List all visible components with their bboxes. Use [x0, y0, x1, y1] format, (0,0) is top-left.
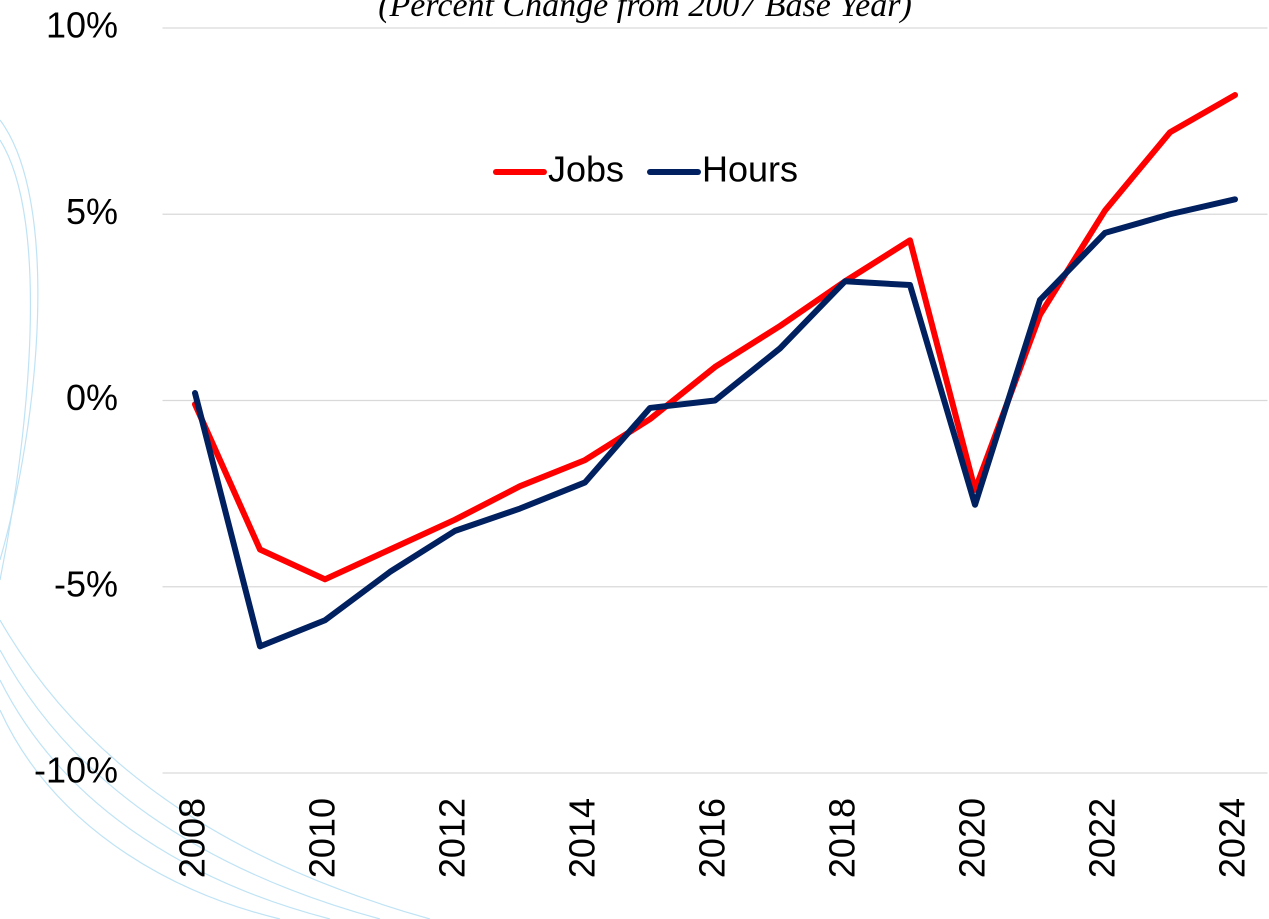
x-tick-label: 2008 — [172, 798, 213, 878]
y-tick-label: -5% — [54, 563, 118, 604]
line-series — [195, 199, 1235, 646]
x-tick-label: 2014 — [562, 798, 603, 878]
x-tick-label: 2012 — [432, 798, 473, 878]
y-tick-label: 0% — [66, 377, 118, 418]
x-tick-label: 2020 — [952, 798, 993, 878]
x-tick-label: 2016 — [692, 798, 733, 878]
chart-title: (Percent Change from 2007 Base Year) — [378, 0, 912, 24]
y-tick-label: 10% — [46, 5, 118, 46]
x-tick-label: 2010 — [302, 798, 343, 878]
swirl — [0, 140, 30, 580]
y-tick-label: 5% — [66, 191, 118, 232]
swirl — [0, 710, 280, 919]
x-tick-label: 2022 — [1082, 798, 1123, 878]
y-tick-label: -10% — [34, 750, 118, 791]
x-tick-label: 2024 — [1212, 798, 1253, 878]
legend-label: Jobs — [548, 149, 624, 190]
x-tick-label: 2018 — [822, 798, 863, 878]
legend-label: Hours — [702, 149, 798, 190]
background-decoration — [0, 120, 430, 919]
chart: (Percent Change from 2007 Base Year) -10… — [0, 0, 1269, 919]
